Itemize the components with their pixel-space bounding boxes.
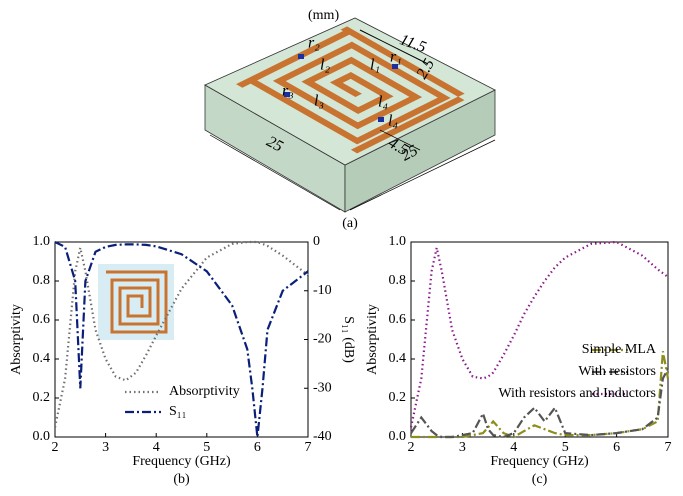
x-tick-label: 3 (102, 440, 109, 455)
x-tick-label: 6 (613, 440, 620, 455)
series-line (55, 242, 308, 427)
element-label: r₁ (390, 49, 402, 66)
x-tick-label: 2 (408, 440, 415, 455)
element-label: r₃ (282, 83, 294, 100)
x-tick-label: 6 (254, 440, 261, 455)
y-tick-label: 1.0 (33, 234, 51, 249)
x-tick-label: 3 (459, 440, 466, 455)
element-label: r₂ (308, 35, 320, 52)
unit-label: (mm) (308, 8, 339, 23)
y2-tick-label: 0 (313, 234, 320, 249)
substrate (205, 18, 495, 212)
y-axis-label: Absorptivity (365, 304, 380, 375)
plot-frame (411, 242, 668, 437)
x-tick-label: 5 (562, 440, 569, 455)
legend-label: Absorptivity (169, 384, 240, 399)
y2-axis-label: S₁₁ (dB) (341, 316, 356, 363)
y-tick-label: 0.8 (33, 273, 51, 288)
element-label: l₄ (378, 94, 388, 111)
y-tick-label: 0.0 (33, 429, 51, 444)
y2-tick-label: -10 (313, 283, 332, 298)
y-tick-label: 0.8 (389, 273, 407, 288)
x-axis-label: Frequency (GHz) (132, 454, 231, 469)
page: (mm) r₂ l₂ l₁ r₁ r₃ l₃ l₄ l₄ 11.5 2.5 25… (0, 0, 683, 496)
y-tick-label: 0.2 (389, 390, 407, 405)
inset-bg (98, 264, 174, 340)
x-axis-label: Frequency (GHz) (490, 454, 589, 469)
element-label: l₁ (370, 57, 380, 74)
y-tick-label: 0.0 (389, 429, 407, 444)
x-tick-label: 4 (510, 440, 517, 455)
element-label: l₄ (388, 113, 398, 130)
y-tick-label: 1.0 (389, 234, 407, 249)
lumped-element (298, 54, 304, 59)
lumped-element (378, 117, 384, 122)
legend-label: With resistors and Inductors (498, 386, 656, 401)
figure: (mm) r₂ l₂ l₁ r₁ r₃ l₃ l₄ l₄ 11.5 2.5 25… (0, 0, 683, 496)
y2-tick-label: -40 (313, 429, 332, 444)
caption: (b) (173, 472, 190, 487)
element-label: l₂ (320, 57, 330, 74)
element-label: l₃ (314, 93, 324, 110)
y2-tick-label: -20 (313, 332, 332, 347)
y-tick-label: 0.2 (33, 390, 51, 405)
x-tick-label: 7 (305, 440, 312, 455)
caption: (a) (342, 216, 358, 231)
x-tick-label: 5 (203, 440, 210, 455)
x-tick-label: 4 (153, 440, 160, 455)
caption: (c) (532, 472, 548, 487)
legend-label: With resistors (578, 364, 656, 379)
y-tick-label: 0.6 (389, 312, 407, 327)
y2-tick-label: -30 (313, 380, 332, 395)
x-tick-label: 2 (52, 440, 59, 455)
x-tick-label: 7 (665, 440, 672, 455)
y-tick-label: 0.4 (389, 351, 407, 366)
inset-image (98, 264, 174, 340)
y-tick-label: 0.6 (33, 312, 51, 327)
legend-label: Simple MLA (582, 342, 657, 357)
y-axis-label: Absorptivity (9, 304, 24, 375)
legend-label: S₁₁ (169, 404, 187, 419)
y-tick-label: 0.4 (33, 351, 51, 366)
